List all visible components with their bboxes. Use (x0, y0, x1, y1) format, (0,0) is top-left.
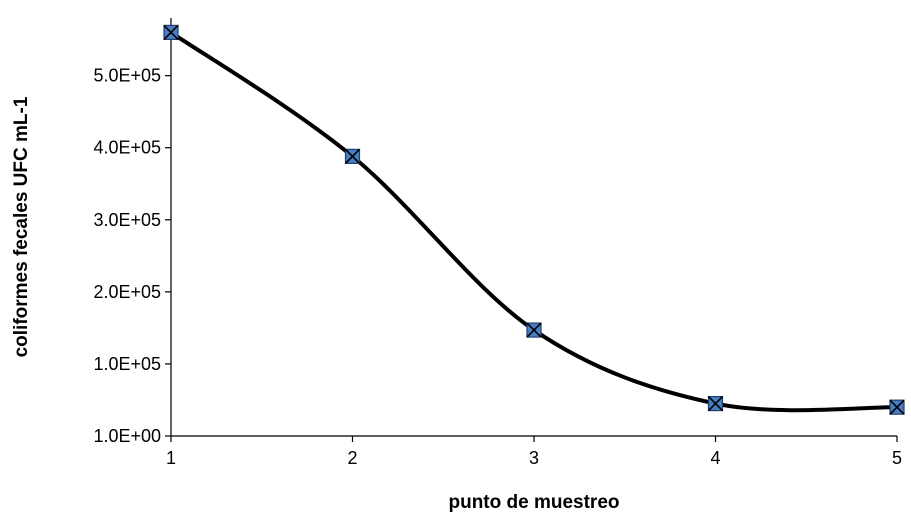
x-tick-label: 5 (892, 448, 902, 468)
y-tick-label: 2.0E+05 (93, 282, 161, 302)
y-tick-label: 1.0E+05 (93, 354, 161, 374)
data-point-marker (709, 397, 723, 411)
y-tick-label: 5.0E+05 (93, 66, 161, 86)
data-point-marker (346, 149, 360, 163)
x-tick-label: 1 (166, 448, 176, 468)
y-ticks: 1.0E+00 1.0E+05 2.0E+05 3.0E+05 4.0E+05 5.0E+… (93, 66, 171, 446)
data-markers (164, 25, 904, 414)
data-point-marker (890, 400, 904, 414)
data-point-marker (527, 323, 541, 337)
y-tick-label: 4.0E+05 (93, 138, 161, 158)
x-tick-label: 3 (529, 448, 539, 468)
y-axis-title: coliformes fecales UFC mL-1 (11, 96, 32, 357)
series-line (171, 32, 897, 410)
y-tick-label: 3.0E+05 (93, 210, 161, 230)
axes (171, 18, 897, 436)
data-point-marker (164, 25, 178, 39)
x-tick-label: 4 (710, 448, 720, 468)
x-ticks: 1 2 3 4 5 (166, 436, 902, 468)
x-axis-title: punto de muestreo (448, 492, 619, 513)
x-tick-label: 2 (347, 448, 357, 468)
y-tick-label: 1.0E+00 (93, 426, 161, 446)
